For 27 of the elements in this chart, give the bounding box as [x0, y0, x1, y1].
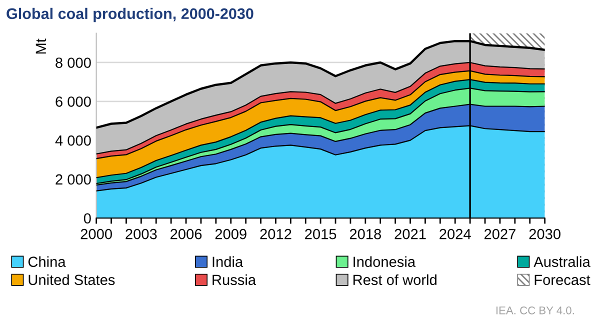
x-tick-label: 2015: [305, 228, 336, 240]
y-axis-title: Mt: [36, 38, 46, 54]
legend-label: India: [212, 256, 244, 268]
chart-title: Global coal production, 2000-2030: [6, 8, 254, 22]
y-tick-label: 6 000: [56, 96, 91, 107]
x-tick-label: 2030: [529, 228, 560, 240]
legend-label: United States: [28, 274, 115, 286]
x-tick-label: 2018: [350, 228, 382, 240]
x-tick-label: 2003: [126, 228, 157, 240]
text: IEA. CC BY 4.0.: [496, 306, 574, 314]
legend-label: China: [28, 256, 66, 268]
x-tick-label: 2027: [484, 228, 516, 240]
y-tick-label: 0: [84, 213, 91, 224]
x-tick-label: 2000: [80, 228, 112, 240]
x-tick-label: 2006: [170, 228, 202, 240]
legend-label: Indonesia: [354, 256, 416, 268]
y-tick-label: 8 000: [56, 58, 91, 68]
x-tick-label: 2024: [440, 228, 471, 240]
x-tick-label: 2012: [260, 228, 292, 240]
x-tick-label: 2009: [215, 228, 246, 240]
legend-label: Russia: [212, 274, 256, 286]
legend-label: Rest of world: [353, 274, 436, 286]
legend-label: Australia: [534, 256, 590, 268]
y-tick-label: 2 000: [56, 174, 91, 185]
legend-label: Forecast: [534, 274, 590, 286]
y-tick-label: 4 000: [55, 135, 91, 146]
x-tick-label: 2021: [394, 228, 426, 240]
